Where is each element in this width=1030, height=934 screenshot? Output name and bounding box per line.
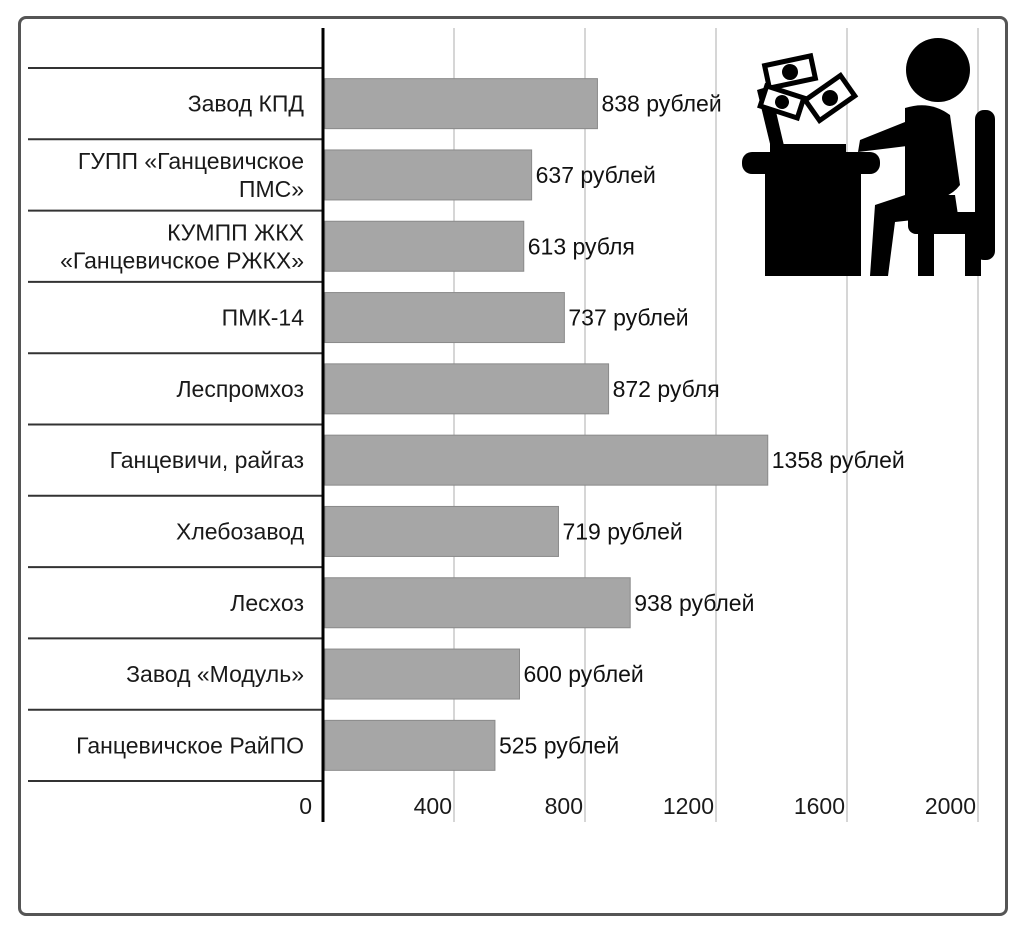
bar [324,719,496,771]
x-tick-label: 400 [414,793,452,819]
value-labels: 838 рублей 637 рублей 613 рубля 737 рублей 8… [499,91,905,759]
x-tick-label: 1200 [663,793,714,819]
value-label: 838 рублей [601,91,721,117]
x-tick-label: 2000 [925,793,976,819]
bars [324,78,769,771]
category-label: Хлебозавод [176,518,305,544]
category-separators [28,67,323,782]
bar [324,149,533,201]
category-label: КУМПП ЖКХ [167,219,304,245]
value-label: 737 рублей [568,305,688,331]
value-label: 613 рубля [528,233,635,259]
person-at-desk-with-money-icon [742,38,995,276]
value-label: 525 рублей [499,732,619,758]
category-label: ГУПП «Ганцевичское [78,148,304,174]
bar [324,220,525,272]
category-label: ПМК-14 [222,305,305,331]
x-tick-label: 0 [299,793,312,819]
x-tick-label: 800 [545,793,583,819]
bar [324,434,769,486]
bar [324,292,565,344]
value-label: 872 рубля [613,376,720,402]
bar [324,648,520,700]
category-label: Ганцевичское РайПО [76,732,304,758]
bar [324,78,598,130]
x-tick-label: 1600 [794,793,845,819]
value-label: 938 рублей [634,590,754,616]
value-label: 719 рублей [562,518,682,544]
category-label: ПМС» [239,176,304,202]
category-label: Завод «Модуль» [126,661,304,687]
bar [324,577,631,629]
bar [324,363,610,415]
value-label: 1358 рублей [772,447,905,473]
value-label: 637 рублей [536,162,656,188]
category-label: Лесхоз [230,590,304,616]
category-label: «Ганцевичское РЖКХ» [60,247,304,273]
bar [324,505,559,557]
category-label: Ганцевичи, райгаз [110,447,304,473]
category-label: Леспромхоз [176,376,304,402]
category-label: Завод КПД [188,91,305,117]
x-axis-ticks: 0 400 800 1200 1600 2000 [299,793,976,819]
value-label: 600 рублей [524,661,644,687]
gridlines [453,28,979,822]
